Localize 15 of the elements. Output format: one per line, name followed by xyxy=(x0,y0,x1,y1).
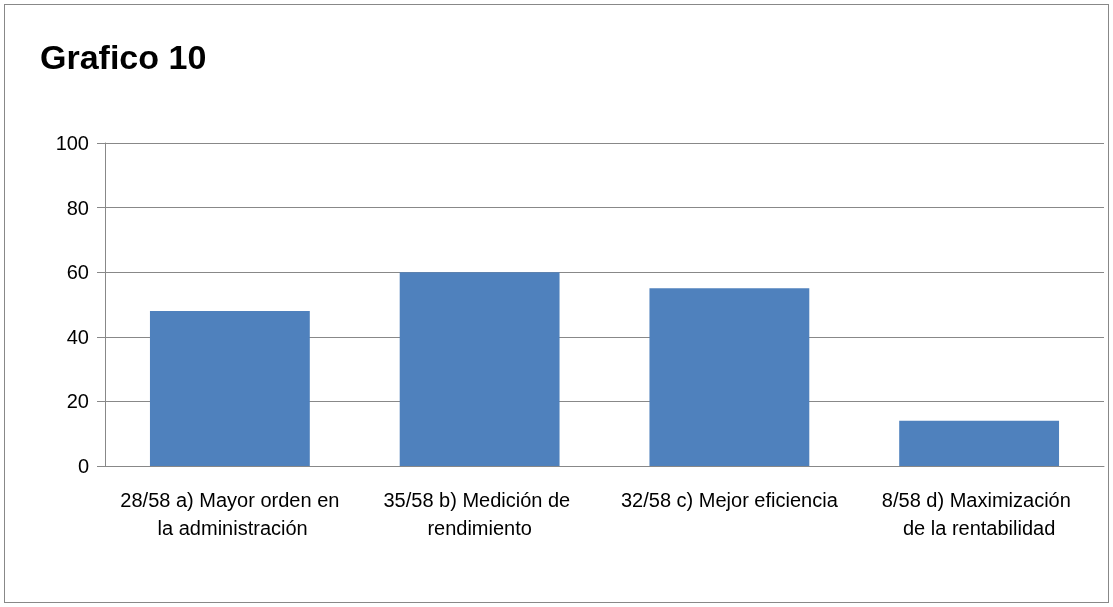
x-tick-label: 8/58 d) Maximización de la rentabilidad xyxy=(881,489,1077,539)
y-tick-label: 20 xyxy=(66,390,89,413)
y-tick-label: 40 xyxy=(66,325,89,348)
y-tick-label: 100 xyxy=(55,132,89,154)
y-tick-label: 0 xyxy=(77,455,89,477)
chart-title: Grafico 10 xyxy=(40,38,207,76)
bar xyxy=(899,420,1060,466)
x-tick-label: 28/58 a) Mayor orden en la administración xyxy=(120,489,340,539)
bar xyxy=(399,272,560,466)
y-tick-label: 60 xyxy=(66,261,89,284)
x-tick-label: 35/58 b) Medición de rendimiento xyxy=(383,489,576,539)
x-tick-label: 32/58 c) Mejor eficiencia xyxy=(620,489,839,511)
y-tick-label: 80 xyxy=(66,196,89,219)
bar xyxy=(149,310,310,466)
bar xyxy=(649,288,810,466)
